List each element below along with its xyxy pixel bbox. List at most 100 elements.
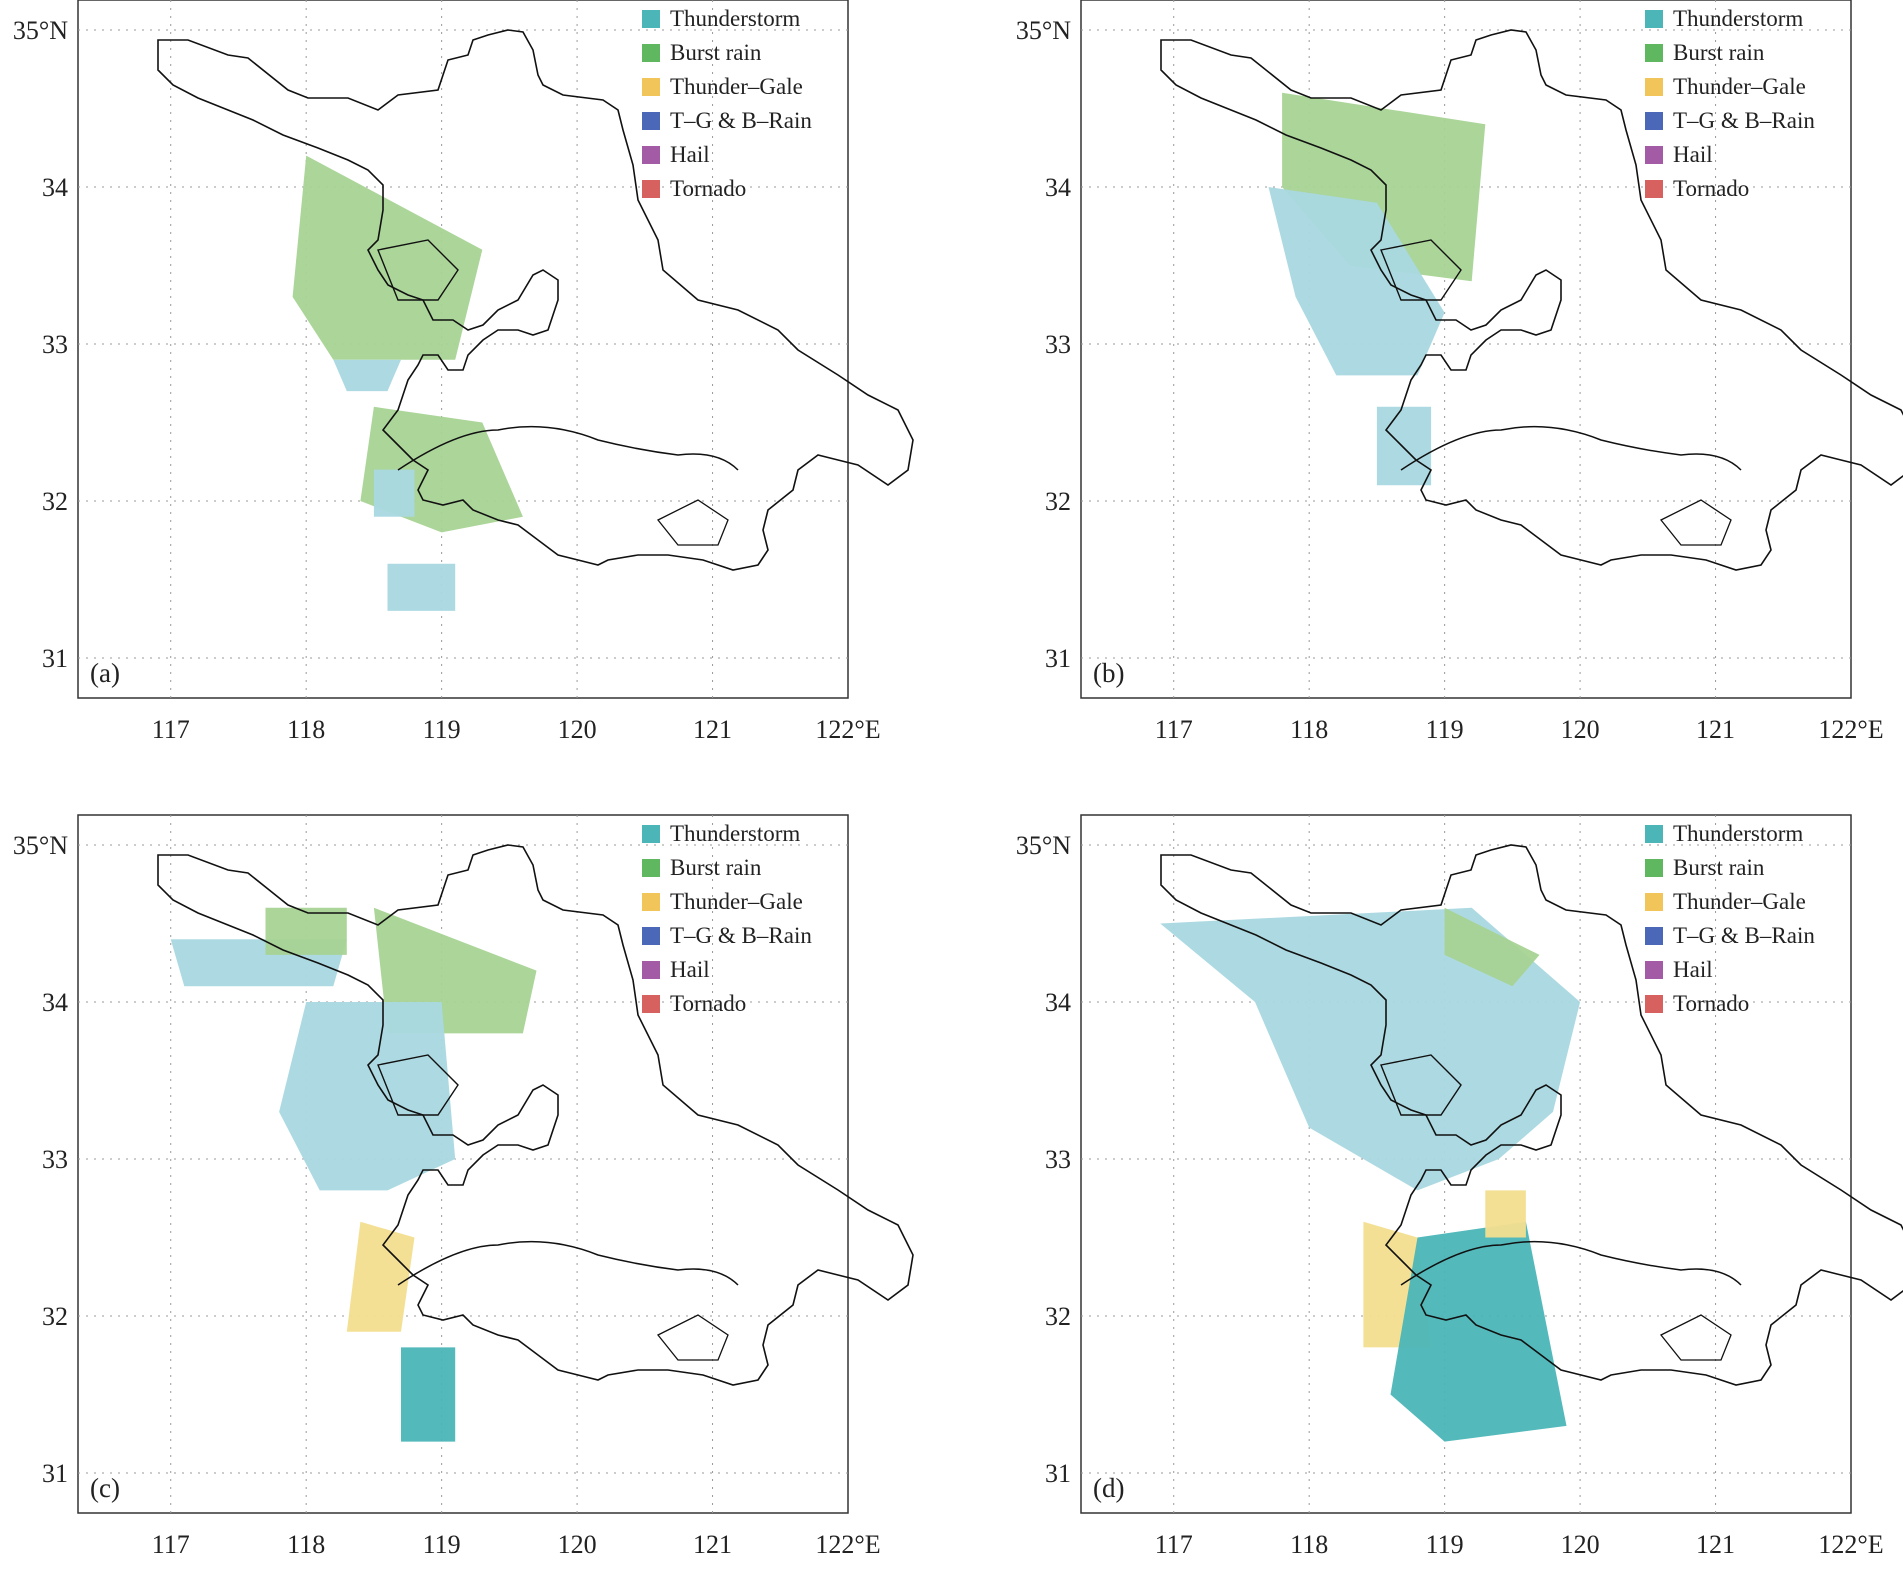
- legend-label: T–G & B–Rain: [670, 923, 812, 948]
- river-line: [1400, 1240, 1742, 1286]
- x-tick-label: 117: [1155, 715, 1193, 744]
- x-tick-label: 117: [152, 1530, 190, 1559]
- x-tick-label: 119: [423, 715, 461, 744]
- coverage-area: [346, 1221, 415, 1332]
- panel-0: 31 32 33 34 35°N 117 118 119 120 121 122°E Thunders…: [13, 0, 914, 744]
- legend-swatch: [642, 180, 660, 198]
- lake-outline: [656, 499, 729, 546]
- coverage-area: [387, 563, 456, 611]
- legend-swatch: [642, 44, 660, 62]
- legend-label: Burst rain: [670, 855, 762, 880]
- x-tick-label: 118: [1290, 715, 1328, 744]
- y-tick-label: 31: [1045, 644, 1071, 673]
- legend-swatch: [1645, 180, 1663, 198]
- coverage-area: [401, 1347, 456, 1442]
- legend-label: Hail: [670, 957, 710, 982]
- x-tick-label: 119: [1426, 1530, 1464, 1559]
- y-tick-label: 32: [1045, 1302, 1071, 1331]
- river-line: [397, 1240, 739, 1286]
- legend-swatch: [1645, 927, 1663, 945]
- legend-swatch: [1645, 825, 1663, 843]
- legend-label: Thunderstorm: [1673, 6, 1803, 31]
- y-tick-label: 34: [1045, 988, 1071, 1017]
- panel-tag: (b): [1093, 658, 1124, 688]
- legend-label: Hail: [670, 142, 710, 167]
- x-tick-label: 122°E: [1818, 715, 1883, 744]
- y-tick-label: 35°N: [13, 16, 68, 45]
- legend-label: Thunder–Gale: [670, 889, 803, 914]
- x-tick-label: 121: [693, 1530, 732, 1559]
- x-tick-label: 122°E: [815, 715, 880, 744]
- legend-swatch: [642, 859, 660, 877]
- y-tick-label: 32: [42, 487, 68, 516]
- legend-swatch: [1645, 146, 1663, 164]
- lake-outline: [377, 1054, 459, 1116]
- x-tick-label: 120: [1561, 1530, 1600, 1559]
- axes-frame: [1080, 0, 1852, 699]
- river-line: [1400, 425, 1742, 471]
- x-tick-label: 121: [1696, 1530, 1735, 1559]
- legend-swatch: [642, 825, 660, 843]
- legend-swatch: [1645, 859, 1663, 877]
- legend-label: Tornado: [1673, 176, 1749, 201]
- y-tick-label: 34: [42, 988, 68, 1017]
- coverage-area: [1444, 907, 1540, 987]
- y-tick-label: 35°N: [1016, 16, 1071, 45]
- y-tick-label: 31: [42, 644, 68, 673]
- river-line: [397, 425, 739, 471]
- legend-label: Burst rain: [670, 40, 762, 65]
- legend-swatch: [642, 78, 660, 96]
- axes-frame: [77, 0, 849, 699]
- legend-swatch: [1645, 44, 1663, 62]
- legend-label: Thunder–Gale: [670, 74, 803, 99]
- legend-label: Tornado: [670, 176, 746, 201]
- lake-outline: [656, 1314, 729, 1361]
- legend-swatch: [1645, 961, 1663, 979]
- x-tick-label: 120: [558, 1530, 597, 1559]
- axes-frame: [77, 814, 849, 1514]
- x-tick-label: 118: [1290, 1530, 1328, 1559]
- x-tick-label: 119: [1426, 715, 1464, 744]
- legend-label: Hail: [1673, 957, 1713, 982]
- y-tick-label: 31: [1045, 1459, 1071, 1488]
- legend-label: T–G & B–Rain: [1673, 108, 1815, 133]
- y-tick-label: 34: [42, 173, 68, 202]
- legend-label: Tornado: [1673, 991, 1749, 1016]
- x-tick-label: 122°E: [815, 1530, 880, 1559]
- x-tick-label: 118: [287, 715, 325, 744]
- legend-label: Thunderstorm: [670, 6, 800, 31]
- panel-tag: (c): [90, 1473, 120, 1503]
- legend-swatch: [1645, 995, 1663, 1013]
- y-tick-label: 35°N: [1016, 831, 1071, 860]
- coverage-area: [373, 469, 415, 517]
- lake-outline: [1659, 1314, 1732, 1361]
- lake-outline: [1380, 239, 1462, 301]
- legend-label: T–G & B–Rain: [670, 108, 812, 133]
- x-tick-label: 117: [1155, 1530, 1193, 1559]
- legend-swatch: [642, 927, 660, 945]
- legend-swatch: [1645, 10, 1663, 28]
- x-tick-label: 119: [423, 1530, 461, 1559]
- legend-label: Burst rain: [1673, 855, 1765, 880]
- lake-outline: [377, 239, 459, 301]
- x-tick-label: 122°E: [1818, 1530, 1883, 1559]
- coverage-area: [292, 155, 483, 360]
- coverage-area: [265, 907, 347, 955]
- panel-3: 31 32 33 34 35°N 117 118 119 120 121 122°E Thunders…: [1016, 814, 1903, 1559]
- y-tick-label: 32: [42, 1302, 68, 1331]
- lake-outline: [1659, 499, 1732, 546]
- y-tick-label: 33: [1045, 1145, 1071, 1174]
- legend-swatch: [642, 995, 660, 1013]
- y-tick-label: 33: [42, 330, 68, 359]
- panel-tag: (d): [1093, 1473, 1124, 1503]
- legend-label: Thunder–Gale: [1673, 74, 1806, 99]
- panel-tag: (a): [90, 658, 120, 688]
- legend-label: T–G & B–Rain: [1673, 923, 1815, 948]
- x-tick-label: 120: [558, 715, 597, 744]
- x-tick-label: 121: [693, 715, 732, 744]
- legend-label: Thunderstorm: [1673, 821, 1803, 846]
- legend-swatch: [1645, 112, 1663, 130]
- legend-swatch: [642, 893, 660, 911]
- legend-swatch: [642, 146, 660, 164]
